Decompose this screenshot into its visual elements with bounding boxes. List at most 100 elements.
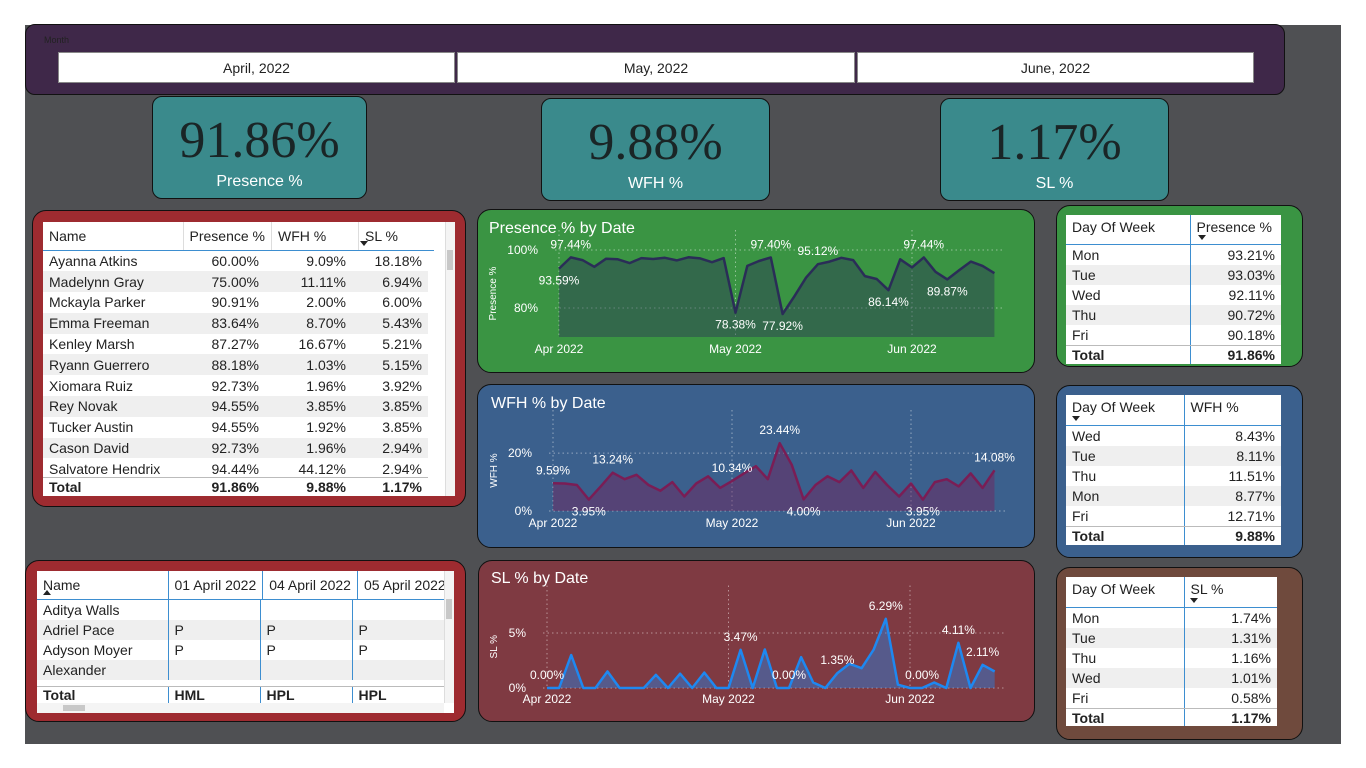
total-cell: 1.17% xyxy=(1183,707,1277,726)
body-row: Mon 1.74% xyxy=(1066,607,1277,628)
table-cell: P xyxy=(259,619,352,640)
total-cell: Total xyxy=(1066,707,1184,726)
table-cell: P xyxy=(259,639,352,660)
kpi-value: 1.17% xyxy=(987,114,1122,171)
table-cell: 1.16% xyxy=(1183,647,1277,668)
kpi-card: 91.86% Presence % xyxy=(152,96,367,199)
table-cell: 87.27% xyxy=(211,336,259,353)
column-header: 05 April 2022 xyxy=(356,571,452,600)
column-header: Day Of Week xyxy=(1066,395,1184,426)
total: Total 9.88% xyxy=(1066,525,1281,545)
data-label: 14.08% xyxy=(974,450,1015,464)
y-tick-label: 20% xyxy=(508,446,532,460)
table-cell: Mon xyxy=(1072,246,1100,263)
scrollbar[interactable] xyxy=(444,571,454,703)
scrollbar[interactable] xyxy=(445,222,455,496)
scroll-thumb xyxy=(447,250,453,270)
table-cell: Thu xyxy=(1072,467,1097,484)
chart-panel xyxy=(477,209,1035,373)
table-cell: Thu xyxy=(1072,649,1097,666)
table-cell: 8.43% xyxy=(1183,425,1281,446)
sort-indicator xyxy=(1198,235,1206,240)
kpi-card: 9.88% WFH % xyxy=(541,98,770,201)
body-row: Wed 1.01% xyxy=(1066,667,1277,688)
body-row: Salvatore Hendrix 94.44% 44.12% 2.94% xyxy=(43,458,428,477)
table-cell: P xyxy=(167,639,260,660)
table-cell xyxy=(351,599,444,620)
data-label: 89.87% xyxy=(927,284,968,298)
scroll-thumb xyxy=(63,705,85,711)
table-cell: Adyson Moyer xyxy=(43,641,133,658)
slicer-option[interactable]: April, 2022 xyxy=(58,52,455,83)
body-row: Wed 8.43% xyxy=(1066,425,1281,446)
chart-title: Presence % by Date xyxy=(489,220,635,237)
total-cell: 91.86% xyxy=(1189,344,1281,364)
table-body: Wed 8.43% Tue 8.11% Thu 11.51% Mon 8.77% Fri 12.7… xyxy=(1066,425,1281,526)
chart-title: WFH % by Date xyxy=(491,395,606,412)
body-row: Adriel Pace P P P xyxy=(37,619,444,640)
table-cell: 12.71% xyxy=(1183,505,1281,526)
data-label: 77.92% xyxy=(762,319,803,333)
table-cell: Fri xyxy=(1072,326,1089,343)
kpi-card: 1.17% SL % xyxy=(940,98,1169,201)
table-cell: Emma Freeman xyxy=(49,315,150,332)
data-label: 93.59% xyxy=(539,274,580,288)
column-header: Presence % xyxy=(182,222,272,251)
slicer-title: Month xyxy=(44,35,70,45)
x-tick-label: Apr 2022 xyxy=(523,692,572,706)
table-cell: Madelynn Gray xyxy=(49,273,144,290)
table-cell: 11.51% xyxy=(1183,465,1281,486)
total: Total 1.17% xyxy=(1066,707,1277,726)
body-row: Fri 0.58% xyxy=(1066,687,1277,708)
kpi-label: Presence % xyxy=(216,173,303,190)
slicer-option[interactable]: June, 2022 xyxy=(857,52,1254,83)
y-axis-title: WFH % xyxy=(489,453,500,488)
header: Day Of Week WFH % xyxy=(1066,395,1281,426)
data-label: 97.40% xyxy=(750,238,791,252)
table-body: Aditya Walls Adriel Pace P P P Adyson Moyer P P… xyxy=(37,599,454,686)
body-row: Tue 93.03% xyxy=(1066,264,1281,285)
table-cell: 94.55% xyxy=(211,398,259,415)
sort-indicator xyxy=(43,590,51,595)
body-row: Mon 93.21% xyxy=(1066,244,1281,265)
table-cell xyxy=(167,659,260,680)
table-cell: 3.92% xyxy=(382,377,422,394)
line-area xyxy=(547,618,995,688)
table-cell: 90.91% xyxy=(211,294,259,311)
table-cell: 11.11% xyxy=(300,273,346,290)
table-cell: Fri xyxy=(1072,507,1089,524)
data-label: 6.29% xyxy=(869,599,903,613)
table-cell: 44.12% xyxy=(298,460,346,477)
y-tick-label: 100% xyxy=(507,243,538,257)
table-cell: 5.43% xyxy=(382,315,422,332)
header: Day Of Week Presence % xyxy=(1066,215,1281,245)
table-cell: 1.92% xyxy=(306,419,346,436)
table-cell: 8.11% xyxy=(1183,445,1281,466)
table-cell: Mckayla Parker xyxy=(49,294,146,311)
table-cell: 2.00% xyxy=(306,294,346,311)
total-cell: HPL xyxy=(259,685,352,704)
kpi-label: WFH % xyxy=(627,175,684,192)
column-header: WFH % xyxy=(1183,395,1281,426)
y-tick-label: 0% xyxy=(509,681,527,695)
column-header: Day Of Week xyxy=(1066,215,1190,245)
table-body: Mon 93.21% Tue 93.03% Wed 92.11% Thu 90.72% Fri 9… xyxy=(1066,244,1281,345)
body: Mon 93.21% Tue 93.03% Wed 92.11% Thu 90.72% Fri 9… xyxy=(1066,244,1281,345)
table: Day Of Week Presence % Mon 93.21% Tue 93.03% W… xyxy=(1066,215,1281,364)
scrollbar[interactable] xyxy=(37,703,444,713)
table-cell: Ryann Guerrero xyxy=(49,356,150,373)
table-cell: 3.85% xyxy=(306,398,346,415)
table-cell: 5.21% xyxy=(382,336,422,353)
body-row: Tucker Austin 94.55% 1.92% 3.85% xyxy=(43,417,428,438)
data-label: 97.44% xyxy=(903,237,944,251)
body-row: Tue 8.11% xyxy=(1066,445,1281,466)
total-cell: 1.17% xyxy=(352,476,428,496)
data-label: 0.00% xyxy=(530,668,564,682)
total-row: Total 91.86% 9.88% 1.17% xyxy=(43,476,428,496)
body-row: Thu 90.72% xyxy=(1066,304,1281,325)
total-cell: 91.86% xyxy=(183,476,265,496)
x-tick-label: May 2022 xyxy=(709,342,762,356)
slicer-option[interactable]: May, 2022 xyxy=(457,52,855,83)
line xyxy=(547,617,996,690)
